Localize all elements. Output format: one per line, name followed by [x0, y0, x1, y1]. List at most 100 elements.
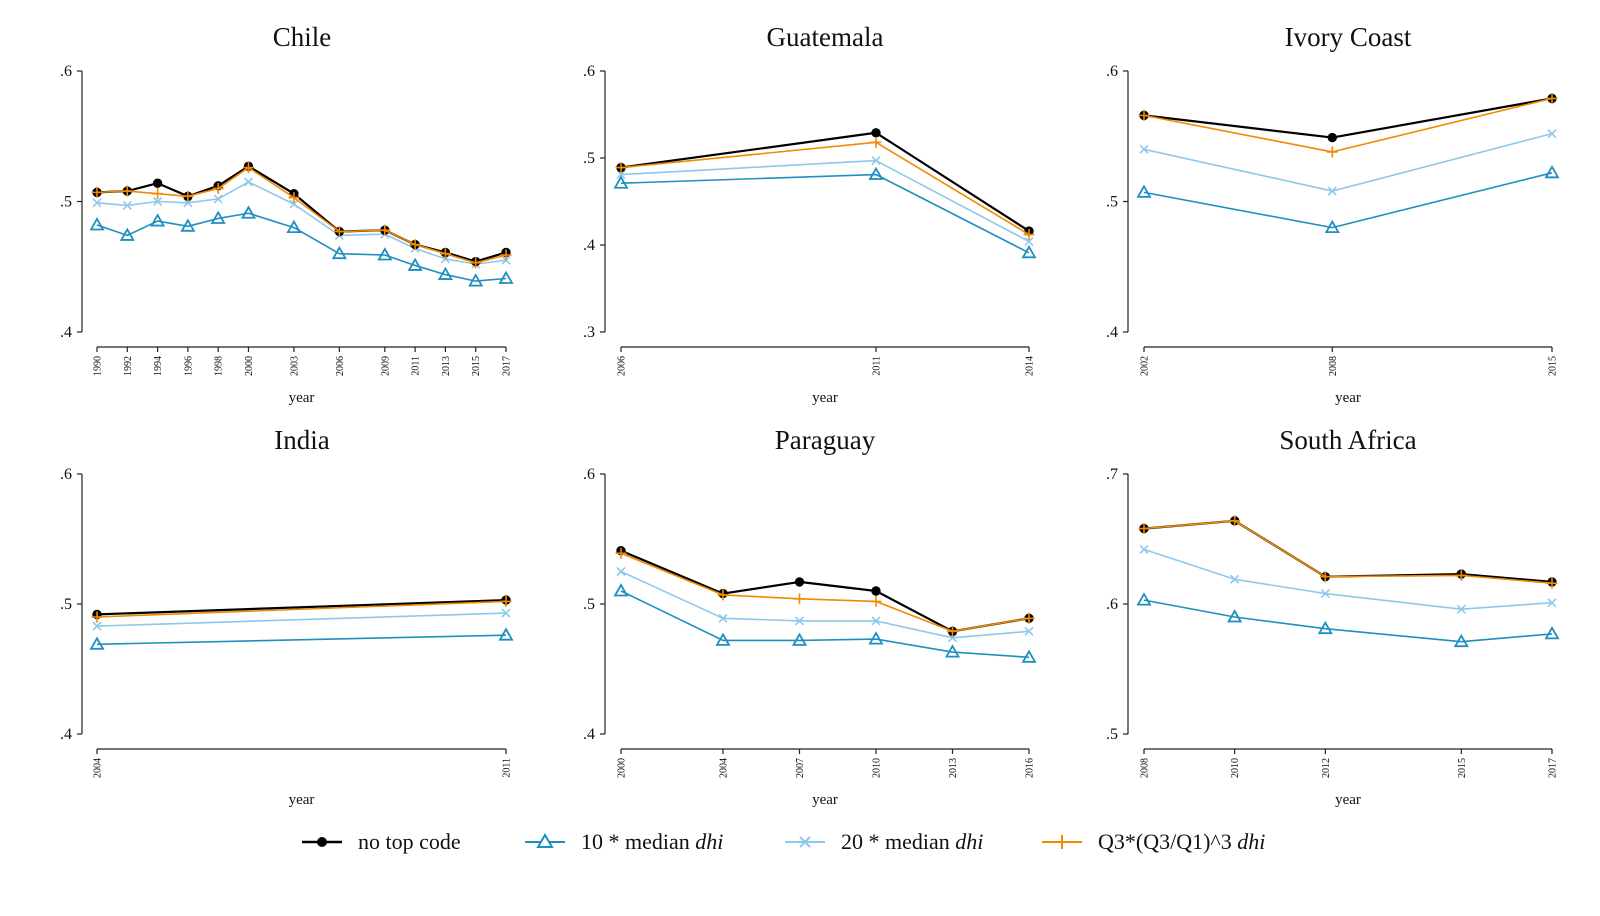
data-point-plus [409, 239, 421, 251]
x-tick-label: 1994 [153, 356, 164, 376]
data-point-x [1547, 598, 1557, 608]
data-point-x [153, 196, 163, 207]
series-line [1143, 97, 1553, 153]
data-point-triangle [240, 205, 257, 219]
y-tick-label: .6 [583, 466, 595, 483]
series-3 [91, 595, 512, 623]
data-point-plus [121, 185, 133, 197]
data-point-x [1024, 236, 1034, 247]
data-point-triangle [715, 632, 731, 646]
legend-label: 10 * median dhi [581, 829, 724, 854]
data-point-triangle [89, 636, 105, 650]
series-line [620, 570, 1030, 639]
data-point-x [1327, 186, 1337, 196]
data-point-x [871, 616, 881, 626]
data-point-triangle [1544, 164, 1560, 179]
series-0 [1139, 93, 1557, 143]
data-point-triangle [331, 245, 347, 260]
panel-title: Guatemala [767, 22, 884, 52]
x-tick-label: 2000 [244, 356, 255, 376]
x-tick-label: 2002 [1140, 356, 1151, 376]
data-point-plus [1326, 146, 1338, 158]
data-point-plus [1455, 569, 1467, 581]
data-point-plus [212, 182, 224, 194]
x-tick-label: 2009 [380, 356, 391, 376]
series-line [1143, 172, 1553, 229]
x-axis-label: year [812, 792, 838, 808]
data-point-triangle [1317, 620, 1333, 635]
data-point-plus [717, 589, 729, 601]
series-1 [89, 627, 514, 650]
x-tick-label: 2015 [471, 356, 482, 376]
panel-chile: Chile .4 .5 .6 1990 1992 1994 1996 1998 2000 2003 2… [60, 22, 514, 406]
series-3 [1138, 515, 1558, 589]
x-tick-label: 2010 [872, 758, 883, 778]
data-point-x [501, 608, 511, 618]
panel-ivory-coast: Ivory Coast .4 .5 .6 2002 2008 2015 year [1106, 22, 1560, 406]
data-point-triangle [868, 166, 884, 180]
legend: no top code 10 * median dhi 20 * median … [0, 822, 1600, 862]
series-2 [92, 608, 511, 631]
y-tick-label: .6 [60, 63, 72, 80]
panel-title: South Africa [1279, 425, 1416, 455]
data-point-plus [947, 625, 958, 637]
legend-swatch-no-top-code [302, 837, 342, 847]
data-point-x [794, 616, 805, 626]
panel-title: India [274, 425, 329, 455]
data-point-x [718, 613, 728, 623]
legend-item-10-median: 10 * median dhi [523, 822, 723, 862]
x-tick-label: 2010 [1230, 758, 1241, 778]
data-point-triangle [1544, 626, 1560, 640]
x-tick-label: 1990 [93, 356, 104, 376]
series-line [96, 634, 507, 646]
data-point-plus [1229, 515, 1241, 527]
data-point-x [1547, 129, 1557, 139]
series-1 [1136, 164, 1560, 234]
data-point-circle [794, 577, 805, 587]
data-point-plus [470, 257, 482, 269]
series-2 [1139, 129, 1557, 196]
x-tick-label: 1996 [183, 356, 194, 376]
data-point-triangle [119, 227, 135, 241]
data-point-x [213, 194, 223, 204]
x-tick-label: 2006 [335, 356, 346, 376]
data-point-x [243, 177, 254, 187]
y-tick-label: .6 [1106, 63, 1118, 80]
legend-swatch-10-median [525, 833, 565, 848]
series-line [620, 552, 1030, 633]
data-point-triangle [1021, 245, 1037, 259]
series-line [620, 590, 1030, 659]
x-axis-label: year [1335, 390, 1361, 406]
panel-guatemala: Guatemala .3 .4 .5 .6 2006 2011 2014 year [583, 22, 1037, 406]
data-point-triangle [1136, 184, 1152, 198]
series-2 [1139, 544, 1557, 614]
data-point-triangle [468, 273, 484, 287]
legend-swatch-q3-ratio [1042, 835, 1082, 849]
series-line [1143, 132, 1553, 192]
series-line [1143, 548, 1553, 611]
y-tick-label: .5 [1106, 194, 1118, 211]
y-tick-label: .6 [583, 63, 595, 80]
series-line [96, 212, 507, 282]
y-tick-label: .5 [583, 150, 595, 167]
series-line [96, 612, 507, 627]
data-point-triangle [498, 270, 514, 284]
y-tick-label: .6 [1106, 596, 1118, 613]
legend-item-no-top-code: no top code [300, 822, 461, 862]
legend-label: no top code [358, 829, 461, 854]
y-tick-label: .5 [60, 194, 72, 211]
data-point-triangle [286, 219, 302, 234]
y-tick-label: .3 [583, 324, 595, 341]
series-3 [1138, 92, 1558, 158]
data-point-x [1230, 574, 1240, 584]
series-line [620, 159, 1030, 243]
data-point-triangle [613, 175, 629, 189]
data-point-plus [1319, 571, 1331, 583]
x-tick-label: 2013 [948, 758, 959, 778]
series-3 [615, 547, 1035, 637]
series-line [1143, 97, 1553, 139]
x-tick-label: 2000 [617, 758, 628, 778]
x-axis-label: year [289, 390, 315, 406]
series-line [1143, 519, 1553, 583]
